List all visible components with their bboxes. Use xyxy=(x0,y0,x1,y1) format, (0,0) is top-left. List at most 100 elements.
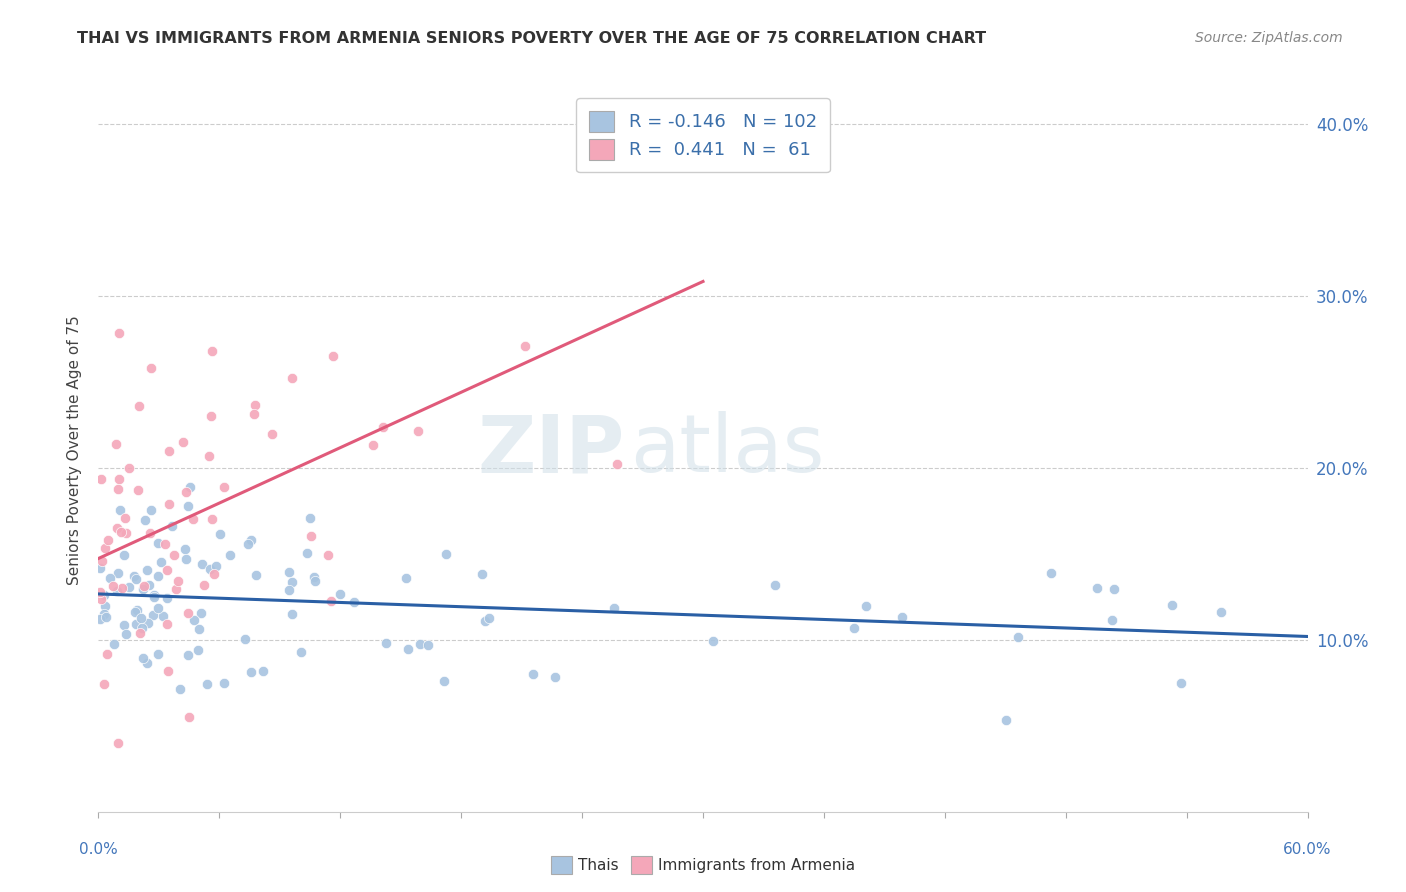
Point xyxy=(173,541,195,556)
Point xyxy=(179,710,201,724)
Point xyxy=(148,647,170,661)
Point xyxy=(125,602,148,616)
Point xyxy=(890,609,912,624)
Point xyxy=(135,656,157,670)
Point xyxy=(112,618,135,632)
Point xyxy=(157,444,180,458)
Point xyxy=(152,609,174,624)
Point xyxy=(93,589,115,603)
Point xyxy=(295,546,318,560)
Point xyxy=(280,371,302,385)
Point xyxy=(522,666,544,681)
Point xyxy=(603,601,626,615)
Point xyxy=(239,533,262,547)
Point xyxy=(179,479,201,493)
Point xyxy=(108,472,131,486)
Point xyxy=(122,568,145,582)
Point xyxy=(124,605,146,619)
Point xyxy=(127,483,149,497)
Text: 0.0%: 0.0% xyxy=(79,842,118,857)
Point xyxy=(176,648,198,662)
Point xyxy=(157,664,180,678)
Point xyxy=(125,617,148,632)
Text: ZIP: ZIP xyxy=(477,411,624,490)
Point xyxy=(131,611,153,625)
Point xyxy=(200,343,222,358)
Point xyxy=(1161,599,1184,613)
Point xyxy=(114,510,136,524)
Point xyxy=(606,458,628,472)
Point xyxy=(125,573,148,587)
Point xyxy=(131,621,153,635)
Point xyxy=(139,502,162,516)
Point xyxy=(108,502,131,516)
Point xyxy=(763,578,786,592)
Point xyxy=(94,599,117,614)
Point xyxy=(243,398,266,412)
Point xyxy=(146,536,169,550)
Point xyxy=(245,568,267,582)
Point xyxy=(174,551,197,566)
Point xyxy=(96,610,118,624)
Point xyxy=(395,571,418,585)
Point xyxy=(290,645,312,659)
Point xyxy=(543,670,565,684)
Point xyxy=(89,612,111,626)
Text: Source: ZipAtlas.com: Source: ZipAtlas.com xyxy=(1195,31,1343,45)
Point xyxy=(1101,613,1123,627)
Point xyxy=(433,674,456,689)
Point xyxy=(118,580,141,594)
Point xyxy=(142,607,165,622)
Point xyxy=(93,677,115,691)
Point xyxy=(191,557,214,571)
Point xyxy=(406,425,429,439)
Point xyxy=(105,437,128,451)
Point xyxy=(93,607,115,622)
Point xyxy=(90,472,112,486)
Point xyxy=(236,537,259,551)
Point xyxy=(105,520,128,534)
Legend: R = -0.146   N = 102, R =  0.441   N =  61: R = -0.146 N = 102, R = 0.441 N = 61 xyxy=(576,98,830,172)
Point xyxy=(1087,581,1109,595)
Point xyxy=(107,736,129,750)
Point xyxy=(167,574,190,589)
Point xyxy=(131,582,153,596)
Point xyxy=(172,434,194,449)
Point xyxy=(212,480,235,494)
Point xyxy=(190,607,212,621)
Point xyxy=(129,626,152,640)
Point xyxy=(200,562,222,576)
Text: atlas: atlas xyxy=(630,411,825,490)
Point xyxy=(105,584,128,599)
Point xyxy=(153,537,176,551)
Point xyxy=(252,664,274,678)
Point xyxy=(96,533,118,547)
Point xyxy=(239,665,262,679)
Point xyxy=(187,623,209,637)
Point xyxy=(110,524,132,539)
Point xyxy=(513,339,536,353)
Point xyxy=(181,512,204,526)
Point xyxy=(98,571,121,585)
Point xyxy=(1039,566,1062,581)
Point xyxy=(233,632,256,646)
Point xyxy=(114,627,136,641)
Point xyxy=(243,407,266,421)
Point xyxy=(1007,630,1029,644)
Point xyxy=(343,595,366,609)
Point xyxy=(139,360,162,375)
Point xyxy=(107,482,129,496)
Point xyxy=(139,526,162,541)
Text: 60.0%: 60.0% xyxy=(1284,842,1331,857)
Point xyxy=(177,606,200,620)
Point xyxy=(396,642,419,657)
Point xyxy=(409,637,432,651)
Point xyxy=(281,607,304,621)
Point xyxy=(89,584,111,599)
Point xyxy=(278,565,301,579)
Point xyxy=(103,637,125,651)
Point xyxy=(107,566,129,581)
Point xyxy=(107,326,129,341)
Point xyxy=(169,681,191,696)
Point xyxy=(994,713,1017,727)
